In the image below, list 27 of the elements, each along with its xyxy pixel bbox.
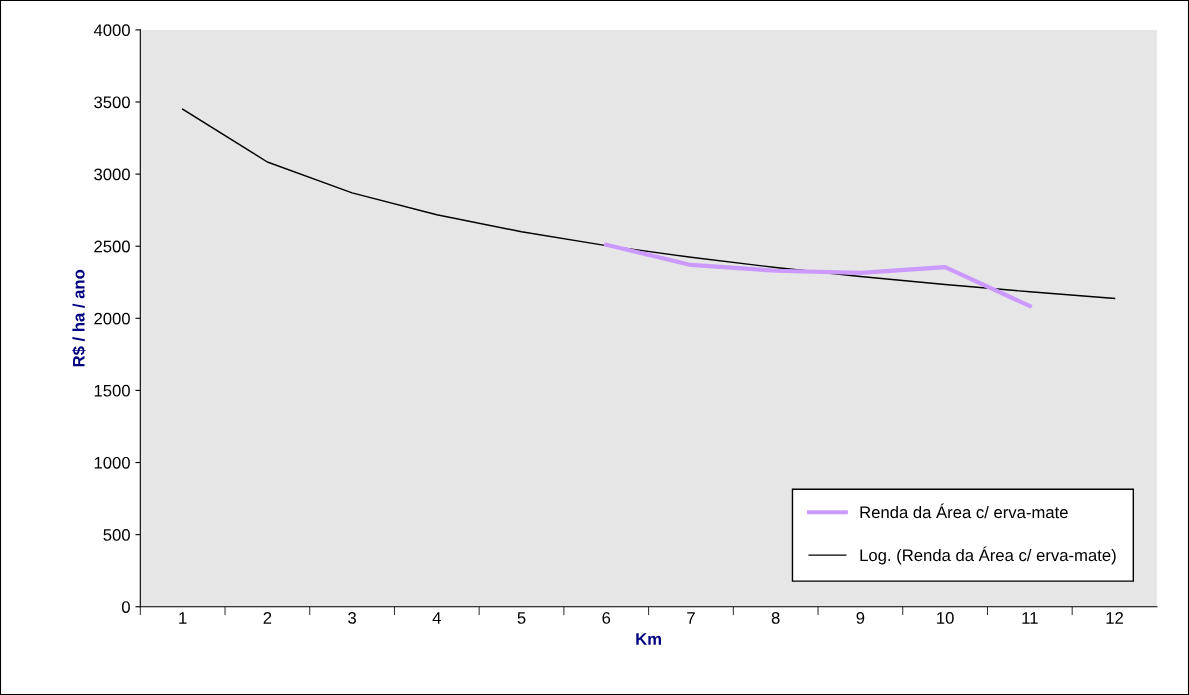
x-axis-title: Km — [636, 633, 661, 645]
legend-label: Renda da Área c/ erva-mate — [860, 503, 1068, 519]
x-tick-label: 1 — [179, 612, 187, 624]
x-tick-label: 7 — [687, 612, 695, 624]
y-tick-label: 3500 — [94, 96, 130, 109]
y-tick-label: 0 — [121, 601, 130, 613]
x-tick-label: 12 — [1106, 612, 1123, 624]
y-tick-label: 2500 — [94, 240, 130, 253]
y-axis-title: R$ / ha / ano — [72, 269, 86, 367]
x-tick-label: 4 — [432, 612, 441, 624]
x-tick-label: 9 — [856, 612, 865, 624]
y-tick-label: 3000 — [94, 168, 130, 181]
line-series — [181, 108, 1116, 300]
x-tick-label: 2 — [263, 612, 272, 624]
line-series — [604, 242, 1032, 309]
y-tick-label: 4000 — [93, 24, 130, 37]
x-tick-label: 6 — [602, 612, 611, 624]
y-tick-label: 500 — [103, 529, 130, 541]
x-tick-label: 11 — [1022, 612, 1038, 624]
x-tick-label: 8 — [771, 612, 780, 624]
x-tick-label: 10 — [937, 612, 954, 624]
y-tick-label: 1000 — [94, 456, 130, 469]
x-tick-label: 3 — [348, 612, 356, 624]
y-tick-label: 1500 — [94, 384, 130, 397]
y-tick-label: 2000 — [94, 312, 130, 325]
legend-label: Log. (Renda da Área c/ erva-mate) — [860, 546, 1116, 565]
x-tick-label: 5 — [517, 612, 526, 624]
